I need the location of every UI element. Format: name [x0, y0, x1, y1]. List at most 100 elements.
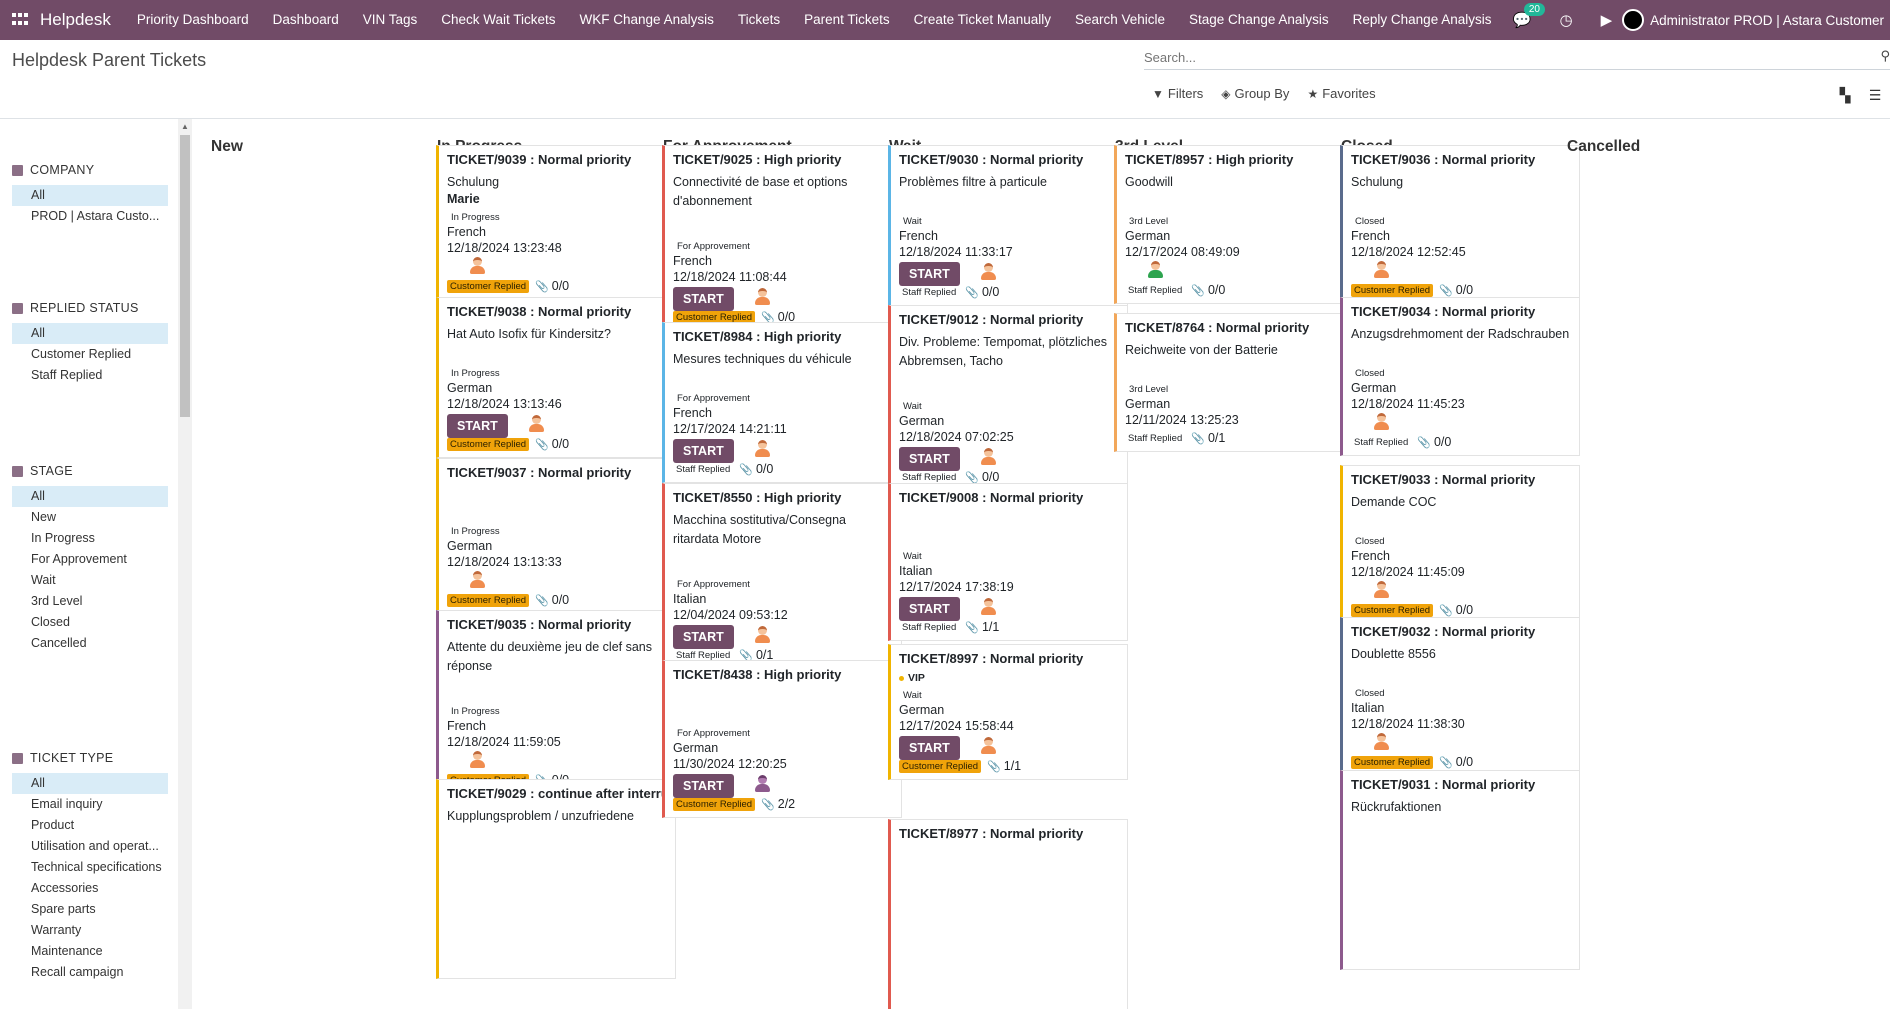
- ticket-number[interactable]: TICKET/8997 : Normal priority: [899, 651, 1084, 666]
- start-button[interactable]: START: [899, 262, 960, 286]
- filter-item[interactable]: PROD | Astara Custo...: [31, 209, 160, 223]
- filter-item[interactable]: Product: [31, 818, 75, 832]
- assignee-avatar-icon[interactable]: [1373, 733, 1389, 751]
- ticket-number[interactable]: TICKET/9037 : Normal priority: [447, 465, 632, 480]
- ticket-card[interactable]: TICKET/9038 : Normal priority Hat Auto Is…: [436, 297, 676, 458]
- ticket-card[interactable]: TICKET/9030 : Normal priority Problèmes f…: [888, 145, 1128, 306]
- start-button[interactable]: START: [673, 774, 734, 798]
- ticket-number[interactable]: TICKET/8550 : High priority: [673, 490, 842, 505]
- ticket-number[interactable]: TICKET/9030 : Normal priority: [899, 152, 1084, 167]
- ticket-card[interactable]: TICKET/9025 : High priority Connectivité …: [662, 145, 902, 331]
- ticket-card[interactable]: TICKET/9008 : Normal priority Wait Italian…: [888, 483, 1128, 641]
- ticket-card[interactable]: TICKET/8984 : High priority Mesures techn…: [662, 322, 902, 483]
- filter-item[interactable]: For Approvement: [31, 552, 127, 566]
- ticket-card[interactable]: TICKET/8550 : High priority Macchina sost…: [662, 483, 902, 669]
- filter-item[interactable]: Spare parts: [31, 902, 96, 916]
- assignee-avatar-icon[interactable]: [1147, 261, 1163, 279]
- ticket-number[interactable]: TICKET/9029 : continue after interruptio…: [447, 786, 667, 801]
- filter-item[interactable]: Technical specifications: [31, 860, 162, 874]
- ticket-card[interactable]: TICKET/9035 : Normal priority Attente du …: [436, 610, 676, 794]
- filter-item[interactable]: Maintenance: [31, 944, 103, 958]
- ticket-card[interactable]: TICKET/8764 : Normal priority Reichweite …: [1114, 313, 1354, 452]
- ticket-number[interactable]: TICKET/9033 : Normal priority: [1351, 472, 1536, 487]
- ticket-number[interactable]: TICKET/9012 : Normal priority: [899, 312, 1084, 327]
- menu-item-2[interactable]: VIN Tags: [362, 12, 418, 27]
- ticket-card[interactable]: TICKET/9031 : Normal priority Rückrufakti…: [1340, 770, 1580, 970]
- ticket-number[interactable]: TICKET/8977 : Normal priority: [899, 826, 1084, 841]
- ticket-card[interactable]: TICKET/9033 : Normal priority Demande COC…: [1340, 465, 1580, 624]
- play-icon[interactable]: ▶: [1600, 12, 1613, 29]
- ticket-card[interactable]: TICKET/8957 : High priority Goodwill 3rd L…: [1114, 145, 1354, 304]
- ticket-card[interactable]: TICKET/9012 : Normal priority Div. Proble…: [888, 305, 1128, 491]
- assignee-avatar-icon[interactable]: [754, 626, 770, 644]
- assignee-avatar-icon[interactable]: [754, 440, 770, 458]
- ticket-number[interactable]: TICKET/9032 : Normal priority: [1351, 624, 1536, 639]
- start-button[interactable]: START: [899, 736, 960, 760]
- filter-item[interactable]: Recall campaign: [31, 965, 124, 979]
- start-button[interactable]: START: [673, 287, 734, 311]
- menu-item-5[interactable]: Tickets: [737, 12, 781, 27]
- menu-item-7[interactable]: Create Ticket Manually: [913, 12, 1051, 27]
- assignee-avatar-icon[interactable]: [980, 263, 996, 281]
- menu-item-1[interactable]: Dashboard: [272, 12, 339, 27]
- ticket-number[interactable]: TICKET/9035 : Normal priority: [447, 617, 632, 632]
- assignee-avatar-icon[interactable]: [754, 288, 770, 306]
- assignee-avatar-icon[interactable]: [469, 751, 485, 769]
- filter-item[interactable]: Staff Replied: [31, 368, 103, 382]
- ticket-number[interactable]: TICKET/9034 : Normal priority: [1351, 304, 1536, 319]
- menu-item-6[interactable]: Parent Tickets: [804, 12, 890, 27]
- filter-item[interactable]: New: [31, 510, 57, 524]
- filter-item[interactable]: Cancelled: [31, 636, 87, 650]
- ticket-number[interactable]: TICKET/8438 : High priority: [673, 667, 842, 682]
- ticket-card[interactable]: TICKET/8977 : Normal priority: [888, 819, 1128, 1009]
- filter-item[interactable]: Closed: [31, 615, 70, 629]
- filter-item[interactable]: Warranty: [31, 923, 82, 937]
- ticket-number[interactable]: TICKET/8764 : Normal priority: [1125, 320, 1310, 335]
- group-by-button[interactable]: ◈ Group By: [1221, 86, 1290, 101]
- assignee-avatar-icon[interactable]: [528, 415, 544, 433]
- assignee-avatar-icon[interactable]: [1373, 261, 1389, 279]
- search-icon[interactable]: ⚲: [1880, 48, 1890, 63]
- ticket-number[interactable]: TICKET/8984 : High priority: [673, 329, 842, 344]
- ticket-number[interactable]: TICKET/9031 : Normal priority: [1351, 777, 1536, 792]
- kanban-view-icon[interactable]: ▚: [1839, 86, 1851, 103]
- filter-item[interactable]: All: [12, 323, 168, 344]
- menu-item-8[interactable]: Search Vehicle: [1074, 12, 1166, 27]
- ticket-number[interactable]: TICKET/9039 : Normal priority: [447, 152, 632, 167]
- ticket-card[interactable]: TICKET/9032 : Normal priority Doublette 8…: [1340, 617, 1580, 776]
- assignee-avatar-icon[interactable]: [980, 737, 996, 755]
- filter-item[interactable]: 3rd Level: [31, 594, 83, 608]
- filter-item[interactable]: All: [12, 185, 168, 206]
- column-title[interactable]: New: [211, 138, 243, 155]
- app-brand[interactable]: Helpdesk: [40, 10, 111, 29]
- menu-item-3[interactable]: Check Wait Tickets: [441, 12, 556, 27]
- add-menu-icon[interactable]: ✚: [1515, 11, 1529, 28]
- assignee-avatar-icon[interactable]: [469, 571, 485, 589]
- filter-item[interactable]: Customer Replied: [31, 347, 132, 361]
- start-button[interactable]: START: [447, 414, 508, 438]
- ticket-card[interactable]: TICKET/8997 : Normal priority VIP Wait Germ…: [888, 644, 1128, 780]
- assignee-avatar-icon[interactable]: [754, 775, 770, 793]
- ticket-card[interactable]: TICKET/9029 : continue after interruptio…: [436, 779, 676, 979]
- sidebar-scrollbar[interactable]: ▲: [178, 119, 192, 1009]
- clock-icon[interactable]: ◷: [1559, 12, 1573, 29]
- start-button[interactable]: START: [899, 447, 960, 471]
- ticket-number[interactable]: TICKET/9008 : Normal priority: [899, 490, 1084, 505]
- menu-item-9[interactable]: Stage Change Analysis: [1189, 12, 1329, 27]
- menu-item-10[interactable]: Reply Change Analysis: [1352, 12, 1492, 27]
- favorites-button[interactable]: ★ Favorites: [1307, 86, 1376, 101]
- assignee-avatar-icon[interactable]: [980, 448, 996, 466]
- filter-item[interactable]: In Progress: [31, 531, 95, 545]
- user-name[interactable]: Administrator PROD | Astara Customer: [1650, 12, 1884, 28]
- filter-item[interactable]: All: [12, 486, 168, 507]
- filter-item[interactable]: All: [12, 773, 168, 794]
- assignee-avatar-icon[interactable]: [1373, 413, 1389, 431]
- menu-item-0[interactable]: Priority Dashboard: [136, 12, 249, 27]
- filter-item[interactable]: Wait: [31, 573, 56, 587]
- chat-icon[interactable]: 💬 20: [1513, 3, 1545, 29]
- assignee-avatar-icon[interactable]: [1373, 581, 1389, 599]
- scroll-up-icon[interactable]: ▲: [181, 122, 189, 131]
- ticket-number[interactable]: TICKET/9025 : High priority: [673, 152, 842, 167]
- apps-grid-icon[interactable]: [12, 13, 30, 27]
- ticket-card[interactable]: TICKET/9037 : Normal priority In Progress…: [436, 458, 676, 614]
